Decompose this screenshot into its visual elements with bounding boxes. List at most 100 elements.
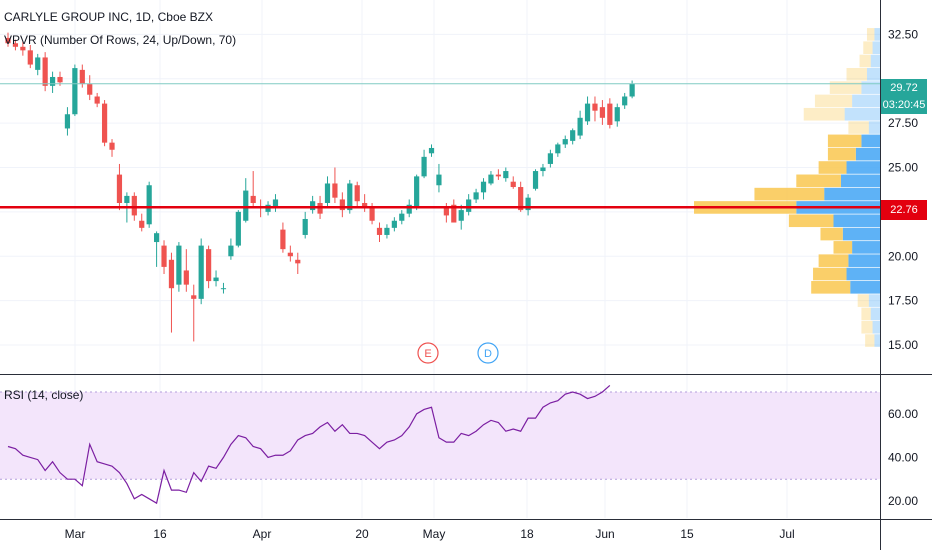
- candle-body: [191, 295, 197, 299]
- vpvr-indicator-label[interactable]: VPVR (Number Of Rows, 24, Up/Down, 70): [4, 33, 237, 47]
- candle-body: [362, 203, 368, 207]
- vp-up-bar: [861, 134, 880, 148]
- candle-body: [310, 201, 316, 211]
- x-tick-label: Jul: [779, 527, 794, 541]
- candle-body: [518, 187, 524, 211]
- candle-body: [198, 245, 204, 299]
- candle: [399, 210, 405, 225]
- candle-body: [443, 206, 449, 216]
- candle: [272, 194, 279, 212]
- candle: [87, 75, 93, 101]
- candle-body: [124, 195, 130, 203]
- vp-down-bar: [788, 214, 834, 228]
- vp-down-bar: [827, 134, 862, 148]
- candle-body: [488, 174, 494, 184]
- candle-body: [369, 208, 375, 221]
- candle-body: [510, 181, 516, 188]
- rsi-y-tick-label: 40.00: [888, 450, 918, 464]
- vp-down-bar: [866, 28, 875, 41]
- candle: [116, 163, 123, 211]
- candle-body: [220, 288, 227, 290]
- candle: [243, 178, 249, 223]
- candle: [154, 231, 160, 267]
- candle: [577, 110, 583, 140]
- candle-body: [584, 103, 591, 122]
- candle: [384, 224, 390, 239]
- vp-down-bar: [848, 121, 869, 134]
- candle-body: [5, 37, 11, 44]
- x-tick-labels: Mar 16 Apr 20 May 18 Jun 15 Jul: [65, 527, 795, 541]
- event-marker-circle[interactable]: [477, 342, 499, 364]
- candle: [451, 199, 457, 223]
- candles: [5, 32, 635, 342]
- y-tick-label: 32.50: [888, 27, 918, 41]
- vp-up-bar: [833, 214, 880, 228]
- vp-down-bar: [829, 81, 862, 94]
- candle-body: [116, 174, 123, 203]
- candle: [376, 222, 383, 243]
- vp-up-bar: [866, 68, 880, 81]
- candle: [584, 96, 591, 125]
- candle: [20, 41, 26, 56]
- candle: [599, 100, 605, 125]
- candle-body: [495, 174, 501, 177]
- candle-body: [94, 96, 100, 104]
- candle: [332, 167, 338, 203]
- candle-body: [79, 69, 85, 85]
- candle-body: [414, 176, 420, 207]
- candle: [547, 149, 553, 168]
- candle-body: [146, 185, 152, 225]
- event-marker-circle[interactable]: [417, 342, 439, 364]
- vp-up-bar: [850, 281, 880, 294]
- candle: [168, 252, 175, 333]
- candle: [139, 213, 145, 232]
- candle-body: [466, 199, 472, 212]
- candle-body: [295, 259, 301, 264]
- volume-profile: [694, 28, 880, 347]
- candle: [12, 39, 19, 51]
- candle: [622, 92, 628, 109]
- candle: [295, 252, 301, 274]
- rsi-y-tick-labels: 60.00 40.00 20.00: [888, 407, 918, 508]
- candle-body: [64, 114, 71, 129]
- candle-body: [27, 50, 33, 65]
- candle: [176, 242, 182, 292]
- candle: [607, 98, 613, 129]
- vp-up-bar: [855, 147, 880, 161]
- candle-body: [243, 190, 249, 221]
- rsi-line: [7, 385, 611, 505]
- vp-up-bar: [842, 227, 880, 241]
- vp-down-bar: [833, 241, 853, 254]
- rsi-y-tick-label: 20.00: [888, 494, 918, 508]
- candle-body: [206, 249, 212, 282]
- candle: [191, 284, 197, 342]
- vp-down-bar: [857, 294, 869, 307]
- candle-body: [287, 252, 293, 257]
- x-tick-label: 18: [520, 527, 534, 541]
- event-marker-earnings[interactable]: E: [417, 342, 439, 364]
- y-tick-labels: 32.50 27.50 25.00 20.00 17.50 15.00: [888, 27, 918, 352]
- vp-up-bar: [861, 81, 880, 94]
- candle: [213, 270, 219, 287]
- candle-body: [213, 277, 219, 282]
- candle: [302, 211, 308, 239]
- vp-up-bar: [868, 294, 880, 307]
- candle: [443, 203, 449, 223]
- candle: [198, 238, 204, 305]
- event-marker-dividend[interactable]: D: [477, 342, 499, 364]
- rsi-indicator-label[interactable]: RSI (14, close): [4, 388, 84, 402]
- candle-body: [570, 130, 576, 141]
- candle: [466, 194, 472, 216]
- vp-up-bar: [870, 54, 880, 68]
- candle-body: [228, 245, 234, 257]
- candle: [310, 195, 316, 214]
- candle: [35, 53, 41, 76]
- candle-body: [376, 227, 383, 235]
- candle-body: [183, 270, 189, 285]
- candle: [473, 188, 479, 203]
- candle-body: [20, 46, 26, 51]
- symbol-title[interactable]: CARLYLE GROUP INC, 1D, Cboe BZX: [4, 10, 213, 24]
